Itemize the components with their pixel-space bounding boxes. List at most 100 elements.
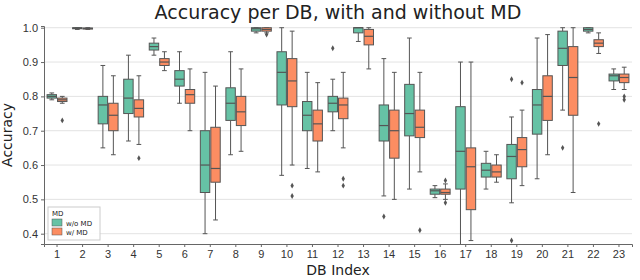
whisker-cap-high <box>290 31 295 32</box>
x-tick-mark <box>184 244 185 247</box>
median <box>160 61 169 62</box>
x-tick: 3 <box>105 244 111 260</box>
outlier <box>342 176 345 182</box>
whisker-cap-low <box>571 192 576 193</box>
whisker-cap-low <box>535 178 540 179</box>
x-tick: 21 <box>562 244 574 260</box>
x-tick: 4 <box>131 244 137 260</box>
x-tick-mark <box>235 244 236 247</box>
median <box>109 115 118 116</box>
x-tick-label: 9 <box>258 248 264 260</box>
box-series <box>58 28 629 241</box>
x-tick-label: 22 <box>587 248 599 260</box>
x-tick-label: 16 <box>434 248 446 260</box>
box <box>58 96 67 123</box>
x-tick-label: 15 <box>409 248 421 260</box>
median <box>390 130 399 131</box>
box-body <box>619 74 628 83</box>
whisker-low <box>496 177 497 182</box>
median <box>492 171 501 172</box>
whisker-low <box>153 50 154 55</box>
y-tick-label: 1.0 <box>23 22 38 34</box>
whisker-high <box>317 83 318 110</box>
whisker-cap-high <box>177 51 182 52</box>
box <box>73 28 82 30</box>
whisker-cap-low <box>341 147 346 148</box>
whisker-cap-low <box>101 147 106 148</box>
whisker-cap-high <box>392 72 397 73</box>
whisker-cap-high <box>279 27 284 28</box>
whisker-cap-low <box>381 195 386 196</box>
x-tick-mark <box>618 244 619 247</box>
outlier <box>444 200 447 206</box>
median <box>287 80 296 81</box>
outlier <box>265 32 268 38</box>
whisker-cap-high <box>484 151 489 152</box>
x-tick: 13 <box>357 244 369 260</box>
box-body <box>149 43 158 50</box>
x-tick-label: 10 <box>281 248 293 260</box>
legend-label: w/o MD <box>66 220 92 228</box>
box-body <box>287 59 296 107</box>
box <box>456 62 465 244</box>
y-axis-line <box>41 27 45 245</box>
outlier <box>61 117 64 123</box>
x-tick: 5 <box>156 244 162 260</box>
outlier <box>510 238 513 244</box>
whisker-cap-low <box>290 165 295 166</box>
x-axis: 1234567891011121314151617181920212223 <box>45 244 633 260</box>
whisker-low <box>332 112 333 131</box>
median <box>543 96 552 97</box>
grid-line <box>44 27 632 28</box>
median <box>466 166 475 167</box>
box <box>185 69 194 131</box>
box-body <box>415 110 424 137</box>
box-body <box>109 103 118 130</box>
x-tick: 17 <box>460 244 472 260</box>
x-tick-label: 3 <box>105 248 111 260</box>
box-body <box>124 79 133 113</box>
box-body <box>568 47 577 116</box>
whisker-cap-low <box>418 171 423 172</box>
x-tick-mark <box>363 244 364 247</box>
whisker-cap-high <box>622 67 627 68</box>
whisker-high <box>445 184 446 189</box>
whisker-cap-low <box>137 144 142 145</box>
box <box>47 93 56 100</box>
marks <box>47 28 629 244</box>
whisker-cap-high <box>305 72 310 73</box>
box-body <box>354 28 363 33</box>
median <box>303 115 312 116</box>
whisker-cap-low <box>356 41 361 42</box>
x-tick-label: 4 <box>131 248 137 260</box>
whisker-cap-low <box>443 199 448 200</box>
whisker-high <box>189 69 190 90</box>
whisker-high <box>383 59 384 105</box>
x-tick-label: 7 <box>207 248 213 260</box>
whisker-cap-high <box>203 72 208 73</box>
whisker-low <box>358 33 359 42</box>
box <box>277 28 286 176</box>
median <box>175 79 184 80</box>
median <box>568 77 577 78</box>
median <box>583 29 592 30</box>
median <box>134 108 143 109</box>
whisker-cap-low <box>203 233 208 234</box>
whisker-cap-high <box>111 75 116 76</box>
box-body <box>456 107 465 189</box>
box-body <box>236 96 245 125</box>
whisker-low <box>230 120 231 154</box>
whisker-cap-low <box>60 103 65 104</box>
box <box>134 76 143 161</box>
x-tick: 7 <box>207 244 213 260</box>
box-body <box>492 165 501 177</box>
box-body <box>160 59 169 66</box>
median <box>481 170 490 171</box>
whisker-cap-low <box>330 130 335 131</box>
whisker-low <box>292 107 293 165</box>
box <box>364 28 373 69</box>
outlier <box>137 155 140 161</box>
x-tick: 18 <box>485 244 497 260</box>
whisker-high <box>113 76 114 103</box>
median <box>415 127 424 128</box>
